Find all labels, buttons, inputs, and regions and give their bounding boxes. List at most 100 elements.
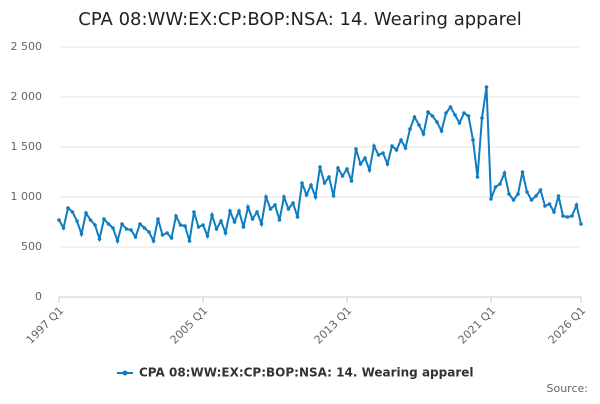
data-point (304, 193, 309, 197)
y-tick-label: 2 500 (11, 40, 43, 53)
data-point (192, 210, 196, 214)
data-point (286, 207, 291, 211)
data-point (246, 205, 250, 209)
data-point (237, 209, 241, 213)
data-point (385, 162, 390, 166)
data-point (381, 151, 385, 155)
data-point (165, 231, 169, 235)
data-point (340, 174, 345, 178)
data-point (205, 234, 210, 238)
data-point (525, 190, 529, 194)
data-point (529, 198, 534, 202)
data-point (547, 202, 552, 206)
data-point (466, 114, 471, 118)
y-tick-label: 2 000 (11, 90, 43, 103)
x-tick-label: 2013 Q1 (312, 304, 355, 347)
data-point (376, 153, 381, 157)
data-point (214, 227, 219, 231)
data-point (331, 194, 336, 198)
data-point (106, 222, 111, 226)
y-tick-label: 1 000 (11, 190, 43, 203)
data-point (115, 239, 120, 243)
x-tick-label: 2021 Q1 (456, 304, 499, 347)
data-point (79, 232, 84, 236)
data-point (502, 171, 507, 175)
data-point (358, 162, 363, 166)
data-point (219, 219, 223, 223)
data-point (120, 222, 124, 226)
x-tick-label: 2005 Q1 (168, 304, 211, 347)
data-point (295, 215, 300, 219)
data-point (489, 197, 493, 201)
data-point (421, 132, 426, 136)
data-point (480, 116, 484, 120)
data-point (291, 201, 295, 205)
data-point (444, 111, 448, 115)
data-point (538, 188, 543, 192)
data-point (430, 114, 435, 118)
data-point (556, 194, 561, 198)
data-point (579, 222, 583, 226)
source: Source: (547, 382, 589, 395)
data-point (183, 224, 187, 228)
data-point (511, 198, 516, 202)
data-point (277, 218, 282, 222)
y-tick-label: 500 (21, 240, 42, 253)
data-point (349, 179, 354, 183)
data-point (336, 166, 340, 170)
data-point (84, 211, 88, 215)
data-point (57, 218, 61, 222)
data-point (439, 129, 444, 133)
data-point (178, 223, 183, 227)
chart-title: CPA 08:WW:EX:CP:BOP:NSA: 14. Wearing app… (78, 9, 521, 30)
legend-marker (122, 370, 128, 376)
data-point (318, 165, 322, 169)
data-point (66, 206, 70, 210)
data-point (138, 222, 142, 226)
data-point (255, 210, 259, 214)
data-point (259, 222, 264, 226)
data-point (493, 185, 498, 189)
data-point (273, 203, 277, 207)
data-point (390, 144, 394, 148)
data-point (232, 220, 237, 224)
data-point (147, 230, 151, 234)
data-point (507, 192, 511, 196)
data-point (565, 215, 570, 219)
data-point (61, 226, 66, 230)
data-point (399, 138, 403, 142)
data-point (363, 156, 367, 160)
data-point (268, 207, 273, 211)
data-point (372, 144, 376, 148)
data-point (570, 214, 574, 218)
data-point (498, 182, 502, 186)
y-tick-label: 1 500 (11, 140, 43, 153)
data-point (543, 204, 547, 208)
data-point (97, 237, 102, 241)
data-point (70, 210, 75, 214)
data-point (426, 110, 430, 114)
data-point (223, 231, 228, 235)
x-tick-label: 2026 Q1 (546, 304, 589, 347)
data-point (102, 217, 106, 221)
data-point (93, 223, 97, 227)
data-point (241, 225, 246, 229)
data-point (129, 228, 133, 232)
data-point (574, 203, 579, 207)
data-point (156, 217, 160, 221)
data-point (169, 236, 174, 240)
data-point (142, 226, 147, 230)
data-point (133, 235, 138, 239)
data-point (313, 195, 318, 199)
data-point (327, 175, 331, 179)
data-point (160, 233, 165, 237)
data-point (201, 223, 205, 227)
data-point (453, 113, 457, 117)
data-point (457, 121, 462, 125)
data-point (309, 183, 313, 187)
data-point (174, 214, 178, 218)
data-point (210, 213, 214, 217)
data-point (111, 226, 115, 230)
data-point (187, 239, 192, 243)
